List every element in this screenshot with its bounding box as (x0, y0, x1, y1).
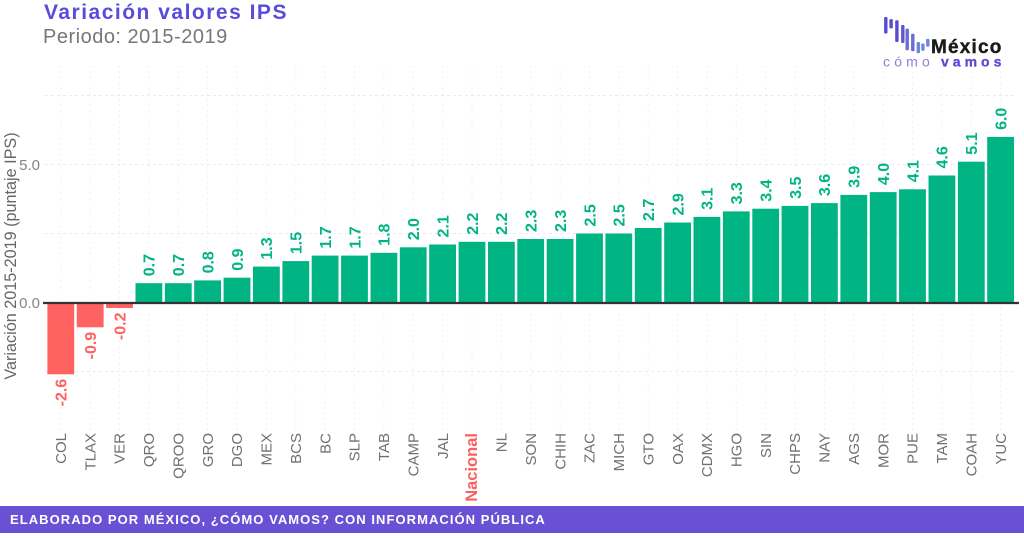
svg-text:2.5: 2.5 (612, 204, 629, 226)
svg-text:0.0: 0.0 (19, 295, 40, 312)
svg-text:5.1: 5.1 (964, 132, 981, 154)
svg-text:1.8: 1.8 (377, 223, 394, 245)
svg-text:1.3: 1.3 (259, 237, 276, 259)
svg-text:2.5: 2.5 (582, 204, 599, 226)
svg-text:3.3: 3.3 (729, 182, 746, 204)
svg-text:CAMP: CAMP (405, 433, 422, 476)
svg-text:3.1: 3.1 (700, 188, 717, 210)
svg-text:3.6: 3.6 (817, 174, 834, 196)
svg-text:México: México (931, 37, 1003, 58)
svg-text:SLP: SLP (347, 433, 364, 461)
svg-text:2.9: 2.9 (670, 193, 687, 215)
svg-text:DGO: DGO (229, 433, 246, 467)
svg-text:2.7: 2.7 (641, 199, 658, 221)
svg-text:0.7: 0.7 (142, 254, 159, 276)
svg-text:2.1: 2.1 (435, 215, 452, 237)
svg-text:0.8: 0.8 (200, 251, 217, 273)
svg-text:CHIH: CHIH (552, 433, 569, 470)
svg-text:JAL: JAL (435, 433, 452, 459)
svg-text:GTO: GTO (640, 433, 657, 465)
svg-text:QROO: QROO (171, 433, 188, 479)
svg-text:cómo: cómo (883, 54, 934, 70)
svg-text:SIN: SIN (758, 433, 775, 458)
svg-text:4.6: 4.6 (935, 146, 952, 168)
svg-text:PUE: PUE (905, 433, 922, 464)
svg-text:Variación 2015-2019 (puntaje I: Variación 2015-2019 (puntaje IPS) (2, 132, 20, 379)
svg-text:2.2: 2.2 (494, 212, 511, 234)
svg-text:BC: BC (317, 433, 334, 454)
svg-text:NL: NL (494, 433, 511, 452)
svg-text:SON: SON (523, 433, 540, 466)
svg-text:Nacional: Nacional (463, 433, 481, 502)
svg-text:vamos: vamos (941, 54, 1005, 70)
svg-text:MICH: MICH (611, 433, 628, 471)
svg-text:VER: VER (112, 433, 129, 464)
svg-text:1.7: 1.7 (347, 226, 364, 248)
svg-text:CDMX: CDMX (699, 433, 716, 477)
svg-text:TAB: TAB (376, 433, 393, 461)
svg-text:TAM: TAM (934, 433, 951, 464)
svg-text:2.3: 2.3 (524, 210, 541, 232)
svg-text:-0.9: -0.9 (83, 332, 100, 360)
svg-text:0.7: 0.7 (171, 254, 188, 276)
svg-text:NAY: NAY (817, 433, 834, 463)
svg-text:HGO: HGO (729, 433, 746, 467)
svg-text:MEX: MEX (259, 433, 276, 466)
svg-text:QRO: QRO (141, 433, 158, 467)
svg-text:2.0: 2.0 (406, 218, 423, 240)
svg-text:5.0: 5.0 (19, 157, 40, 174)
svg-text:1.7: 1.7 (318, 226, 335, 248)
svg-text:COL: COL (53, 433, 70, 464)
svg-text:BCS: BCS (288, 433, 305, 464)
svg-text:TLAX: TLAX (82, 433, 99, 471)
svg-text:CHPS: CHPS (787, 433, 804, 475)
svg-text:YUC: YUC (993, 433, 1010, 465)
svg-text:4.0: 4.0 (876, 163, 893, 185)
svg-text:1.5: 1.5 (289, 232, 306, 254)
svg-text:0.9: 0.9 (230, 248, 247, 270)
svg-text:OAX: OAX (670, 433, 687, 465)
svg-text:-2.6: -2.6 (54, 379, 71, 407)
svg-text:3.9: 3.9 (847, 166, 864, 188)
svg-text:3.4: 3.4 (759, 179, 776, 201)
svg-text:MOR: MOR (875, 433, 892, 468)
svg-text:2.2: 2.2 (465, 212, 482, 234)
svg-text:6.0: 6.0 (993, 108, 1010, 130)
svg-text:4.1: 4.1 (905, 160, 922, 182)
svg-text:3.5: 3.5 (788, 177, 805, 199)
svg-text:COAH: COAH (964, 433, 981, 476)
svg-text:2.3: 2.3 (553, 210, 570, 232)
svg-text:GRO: GRO (200, 433, 217, 467)
svg-text:AGS: AGS (846, 433, 863, 465)
svg-text:-0.2: -0.2 (112, 312, 129, 340)
svg-text:ZAC: ZAC (582, 433, 599, 463)
